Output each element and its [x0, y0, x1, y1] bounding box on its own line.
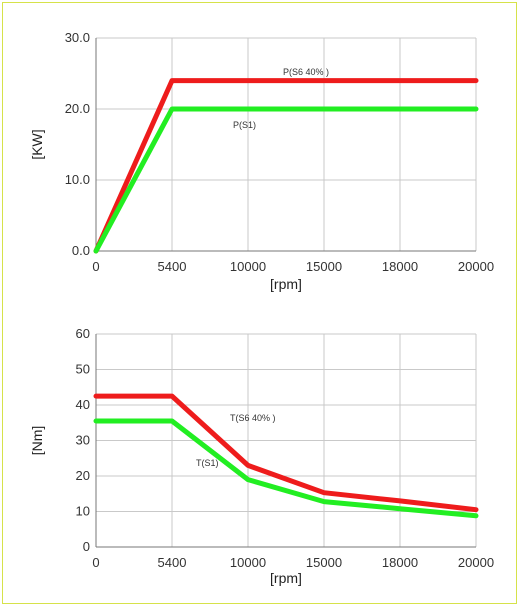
- x-tick-label: 5400: [158, 555, 187, 570]
- y-tick-label: 10: [76, 504, 90, 519]
- x-tick-label: 18000: [382, 555, 418, 570]
- x-tick-label: 15000: [306, 259, 342, 274]
- y-axis-label: [Nm]: [29, 426, 45, 456]
- x-tick-label: 0: [92, 259, 99, 274]
- series-line: [93, 106, 479, 254]
- x-tick-label: 5400: [158, 259, 187, 274]
- y-tick-label: 10.0: [65, 172, 90, 187]
- x-axis-label: [rpm]: [270, 570, 302, 586]
- x-tick-label: 0: [92, 555, 99, 570]
- series-label: P(S6 40% ): [283, 67, 329, 77]
- y-tick-label: 30: [76, 433, 90, 448]
- y-tick-label: 0: [83, 539, 90, 554]
- series-line: [93, 418, 479, 519]
- series-line: [93, 393, 479, 513]
- series-line: [93, 78, 479, 254]
- y-tick-label: 50: [76, 362, 90, 377]
- x-tick-label: 15000: [306, 555, 342, 570]
- x-tick-label: 18000: [382, 259, 418, 274]
- y-tick-label: 60: [76, 326, 90, 341]
- y-tick-label: 0.0: [72, 243, 90, 258]
- y-axis-label: [KW]: [29, 129, 45, 159]
- series-label: T(S6 40% ): [230, 413, 276, 423]
- x-tick-label: 10000: [230, 555, 266, 570]
- y-tick-label: 20.0: [65, 101, 90, 116]
- x-axis-label: [rpm]: [270, 276, 302, 292]
- y-tick-label: 20: [76, 468, 90, 483]
- x-tick-label: 20000: [458, 555, 494, 570]
- series-label: T(S1): [196, 458, 219, 468]
- x-tick-label: 20000: [458, 259, 494, 274]
- y-tick-label: 40: [76, 397, 90, 412]
- x-tick-label: 10000: [230, 259, 266, 274]
- series-label: P(S1): [233, 120, 256, 130]
- y-tick-label: 30.0: [65, 30, 90, 45]
